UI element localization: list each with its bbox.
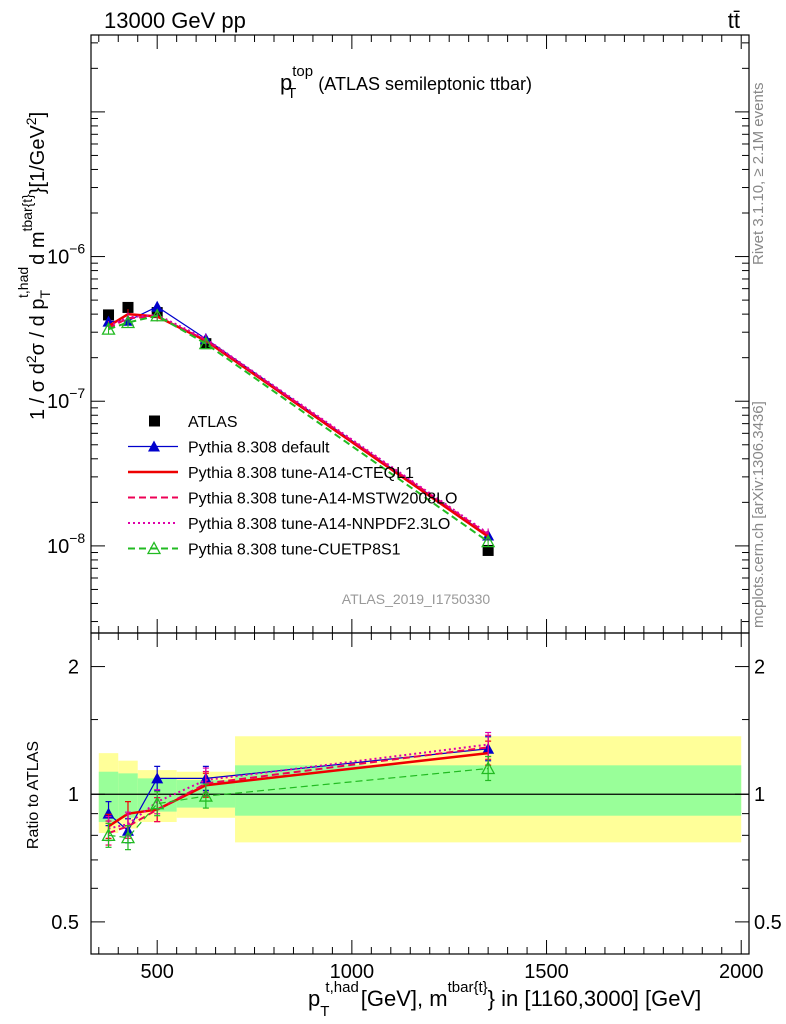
legend-label-nnpdf: Pythia 8.308 tune-A14-NNPDF2.3LO (188, 516, 450, 533)
analysis-label: ATLAS_2019_I1750330 (342, 591, 491, 607)
ratio-line-mstw (108, 746, 489, 834)
ratio-point-cuetp8s1 (150, 796, 165, 810)
x-tick-label: 2000 (719, 961, 764, 983)
legend-marker (146, 541, 162, 555)
ratio-point-cuetp8s1 (101, 827, 116, 841)
data-point-atlas (122, 301, 134, 313)
main-y-tick-label: 10−6 (47, 241, 85, 269)
legend-entry-cteql1: Pythia 8.308 tune-A14-CTEQL1 (128, 465, 414, 482)
ratio-series-cuetp8s1 (101, 755, 496, 851)
legend-entry-atlas: ATLAS (149, 414, 238, 431)
series-cuetp8s1 (101, 308, 496, 548)
legend-entry-nnpdf: Pythia 8.308 tune-A14-NNPDF2.3LO (128, 516, 450, 533)
ratio-y-tick-label: 1 (68, 784, 79, 806)
data-point-cuetp8s1 (198, 336, 213, 350)
legend-label-cteql1: Pythia 8.308 tune-A14-CTEQL1 (188, 465, 414, 482)
energy-label: 13000 GeV pp (104, 8, 246, 33)
ratio-y-tick-label-right: 1 (754, 784, 765, 806)
uncertainty-band-inner (118, 773, 138, 818)
ratio-frame (90, 632, 750, 955)
legend-label-mstw: Pythia 8.308 tune-A14-MSTW2008LO (188, 491, 457, 508)
series-line-mstw (108, 315, 489, 536)
ratio-line-cuetp8s1 (108, 767, 489, 839)
ratio-y-tick-label-right: 0.5 (754, 912, 782, 934)
ratio-y-tick-label-right: 2 (754, 657, 765, 679)
ratio-point-default (102, 807, 115, 819)
data-point-cuetp8s1 (101, 321, 116, 335)
ratio-panel: 0.5 0.5 1 1 2 2 500 1000 1500 2000 (51, 632, 782, 983)
data-point-cuetp8s1 (481, 534, 496, 548)
ratio-point-cuetp8s1 (120, 830, 136, 844)
x-tick-label: 500 (141, 961, 174, 983)
ratio-point-cuetp8s1 (198, 788, 213, 802)
ratio-point-cuetp8s1 (481, 761, 496, 775)
ratio-point-default (151, 772, 164, 784)
legend-entry-mstw: Pythia 8.308 tune-A14-MSTW2008LO (128, 491, 457, 508)
mcplots-label: mcplots.cern.ch [arXiv:1306.3436] (750, 401, 767, 628)
legend: ATLAS Pythia 8.308 default Pythia 8.308 tu… (128, 414, 457, 559)
data-point-cuetp8s1 (150, 308, 165, 322)
x-tick-label: 1000 (330, 961, 375, 983)
data-point-cuetp8s1 (120, 315, 136, 329)
legend-label-cuetp8s1: Pythia 8.308 tune-CUETP8S1 (188, 542, 401, 559)
x-axis-label: pTt,had[GeV], mtbar{t}} in [1160,3000] [… (308, 979, 701, 1020)
data-point-atlas (103, 309, 115, 321)
process-label: tt̄ (728, 8, 740, 33)
uncertainty-band-inner (98, 771, 119, 823)
legend-entry-cuetp8s1: Pythia 8.308 tune-CUETP8S1 (128, 541, 401, 559)
main-y-axis-label: 1 / σ d2σ / d pTt,hadd mtbar{t}}[1/GeV2] (15, 112, 53, 420)
legend-label-default: Pythia 8.308 default (188, 440, 330, 457)
legend-label-atlas: ATLAS (188, 414, 238, 431)
rivet-label: Rivet 3.1.10, ≥ 2.1M events (750, 83, 767, 266)
legend-entry-default: Pythia 8.308 default (128, 440, 330, 457)
ratio-y-tick-label: 0.5 (51, 912, 79, 934)
ratio-y-tick-label: 2 (68, 657, 79, 679)
main-y-tick-label: 10−8 (47, 530, 85, 558)
series-line-cuetp8s1 (108, 314, 489, 543)
plot-title: ptop T (ATLAS semileptonic ttbar) (280, 63, 532, 102)
data-point-atlas (482, 544, 494, 556)
main-y-tick-label: 10−7 (47, 385, 85, 413)
legend-marker (148, 440, 160, 452)
ratio-y-axis-label: Ratio to ATLAS (25, 741, 42, 849)
data-point-default (151, 300, 164, 312)
x-tick-label: 1500 (524, 961, 569, 983)
legend-swatch (149, 415, 160, 427)
